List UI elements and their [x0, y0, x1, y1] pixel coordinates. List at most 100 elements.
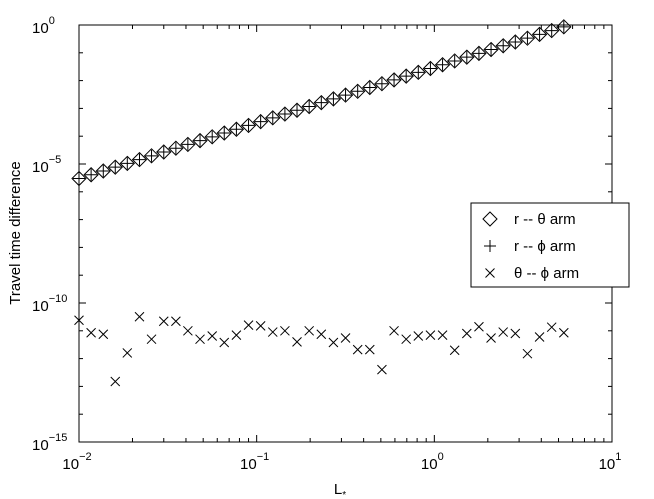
- diamond-data-point: [519, 30, 536, 46]
- plus-data-point: [436, 58, 449, 71]
- x-data-point: [522, 348, 533, 359]
- y-tick-label: 10−10: [32, 293, 67, 315]
- diamond-data-point: [277, 106, 293, 122]
- diamond-data-point: [216, 125, 232, 141]
- x-axis-label-subscript: *: [342, 490, 346, 499]
- plus-data-point: [254, 115, 267, 128]
- diamond-data-point: [156, 144, 172, 160]
- x-data-point: [437, 330, 448, 340]
- x-data-point: [413, 331, 424, 341]
- diamond-data-point: [471, 45, 487, 62]
- plus-data-point: [533, 28, 546, 41]
- x-data-point: [546, 322, 557, 333]
- series-diamond: [71, 19, 572, 187]
- diamond-data-point: [131, 151, 148, 168]
- plus-data-point: [181, 138, 194, 151]
- legend-diamond-marker: [482, 211, 498, 227]
- y-tick-label-base: 10: [32, 20, 49, 37]
- plus-data-point: [460, 51, 473, 64]
- diamond-data-point: [168, 140, 184, 156]
- x-data-point: [364, 344, 375, 355]
- plus-data-point: [485, 43, 498, 56]
- plus-data-point: [472, 47, 485, 60]
- diamond-data-point: [289, 102, 305, 118]
- diamond-data-point: [337, 87, 354, 103]
- plus-data-point: [278, 108, 291, 121]
- x-tick-label-base: 10: [240, 456, 257, 473]
- diamond-data-point: [71, 170, 87, 187]
- x-data-point: [122, 348, 133, 358]
- diamond-data-point: [192, 132, 208, 149]
- plus-data-point: [448, 54, 461, 67]
- plus-data-point: [424, 62, 437, 75]
- diamond-data-point: [252, 113, 269, 130]
- legend: r -- θ arm r -- ϕ arm θ -- ϕ arm: [470, 202, 630, 288]
- x-data-point: [243, 320, 254, 330]
- legend-x-marker: [485, 268, 495, 278]
- plus-data-point: [169, 142, 182, 155]
- diamond-data-point: [398, 68, 414, 84]
- x-data-point: [498, 327, 509, 337]
- x-data-point: [267, 327, 278, 337]
- x-data-point: [280, 325, 290, 336]
- plus-data-point: [351, 85, 364, 98]
- diamond-data-point: [325, 91, 342, 107]
- plus-data-point: [85, 168, 98, 181]
- data-series: [71, 19, 572, 387]
- x-data-point: [231, 330, 242, 340]
- diamond-data-point: [507, 34, 524, 50]
- x-data-point: [183, 325, 193, 336]
- plus-data-point: [388, 73, 401, 86]
- legend-box: [470, 202, 630, 288]
- plus-data-point: [218, 127, 231, 140]
- x-data-point: [377, 364, 387, 375]
- x-data-point: [98, 329, 109, 340]
- diamond-data-point: [301, 98, 317, 115]
- plus-data-point: [412, 66, 425, 79]
- diamond-data-point: [374, 76, 390, 92]
- y-tick-label-exponent: −10: [49, 293, 68, 305]
- y-tick-label-base: 10: [32, 437, 49, 454]
- plus-data-point: [557, 20, 570, 33]
- y-tick-label-exponent: 0: [49, 15, 55, 27]
- diamond-data-point: [349, 83, 366, 100]
- x-data-point: [389, 325, 399, 336]
- plus-data-point: [400, 70, 413, 83]
- diamond-data-point: [228, 121, 245, 137]
- x-data-point: [146, 334, 157, 345]
- plus-data-point: [291, 104, 304, 117]
- plus-data-point: [315, 96, 328, 109]
- x-data-point: [474, 321, 484, 332]
- x-axis-label-main: L: [334, 481, 342, 498]
- plus-data-point: [157, 146, 170, 159]
- x-data-point: [425, 330, 436, 340]
- plus-data-point: [339, 89, 352, 102]
- x-data-point: [328, 337, 339, 348]
- diamond-data-point: [410, 64, 427, 81]
- x-tick-label: 101: [599, 451, 622, 473]
- y-tick-label: 100: [32, 15, 55, 37]
- diamond-data-point: [95, 163, 111, 179]
- diamond-data-point: [531, 26, 548, 43]
- x-data-point: [449, 345, 460, 356]
- x-tick-label: 10−2: [62, 451, 91, 473]
- diamond-data-point: [495, 38, 511, 54]
- plus-data-point: [121, 157, 134, 170]
- diamond-data-point: [204, 129, 220, 145]
- y-tick-label-exponent: −5: [49, 154, 62, 166]
- plus-data-point: [497, 39, 510, 52]
- x-data-point: [195, 334, 205, 345]
- y-tick-label-exponent: −15: [49, 432, 68, 444]
- x-data-point: [486, 333, 496, 343]
- plus-data-point: [521, 32, 534, 45]
- x-data-point: [558, 327, 569, 338]
- x-tick-label: 10−1: [240, 451, 269, 473]
- x-data-point: [86, 327, 96, 338]
- plus-data-point: [109, 161, 122, 174]
- diamond-data-point: [265, 110, 281, 126]
- plus-data-point: [73, 172, 85, 185]
- diamond-data-point: [143, 148, 160, 164]
- plus-data-point: [230, 123, 243, 136]
